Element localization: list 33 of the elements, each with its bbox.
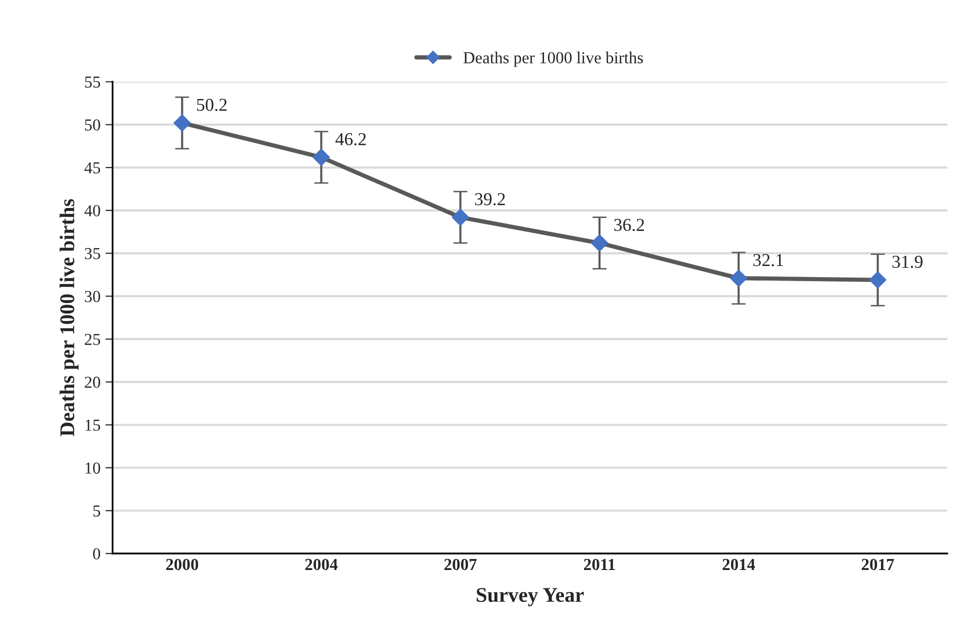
y-tick-label: 20 xyxy=(84,376,100,388)
data-label: 32.1 xyxy=(753,254,784,266)
y-tick-label: 55 xyxy=(85,76,100,88)
data-label: 39.2 xyxy=(475,193,505,206)
legend-label: Deaths per 1000 live births xyxy=(464,52,643,67)
y-axis-title: Deaths per 1000 live births xyxy=(60,199,79,436)
y-tick-label: 25 xyxy=(84,334,100,346)
y-tick-label: 10 xyxy=(86,462,100,474)
point xyxy=(590,234,608,252)
data-label: 31.9 xyxy=(892,256,923,268)
point xyxy=(174,114,191,132)
y-tick-label: 35 xyxy=(84,248,100,260)
point xyxy=(452,208,469,226)
y-tick-label: 30 xyxy=(84,290,100,302)
x-tick-label: 2004 xyxy=(305,558,338,570)
y-tick-label: 50 xyxy=(85,119,100,131)
x-tick-label: 2017 xyxy=(862,558,894,570)
x-axis-title: Survey Year xyxy=(476,588,584,606)
x-tick-label: 2007 xyxy=(444,558,477,570)
y-tick-label: 5 xyxy=(93,506,100,517)
y-tick-label: 40 xyxy=(84,205,100,216)
y-tick-label: 0 xyxy=(93,548,100,560)
x-tick-label: 2014 xyxy=(722,558,755,570)
point xyxy=(869,271,886,288)
data-label: 50.2 xyxy=(197,98,227,112)
data-label: 36.2 xyxy=(614,218,644,232)
data-label: 46.2 xyxy=(336,133,366,146)
point xyxy=(312,148,330,166)
x-tick-label: 2011 xyxy=(584,558,615,570)
x-tick-label: 2000 xyxy=(166,558,198,570)
y-tick-label: 15 xyxy=(86,420,100,431)
point xyxy=(730,270,748,287)
y-tick-label: 45 xyxy=(84,162,100,174)
